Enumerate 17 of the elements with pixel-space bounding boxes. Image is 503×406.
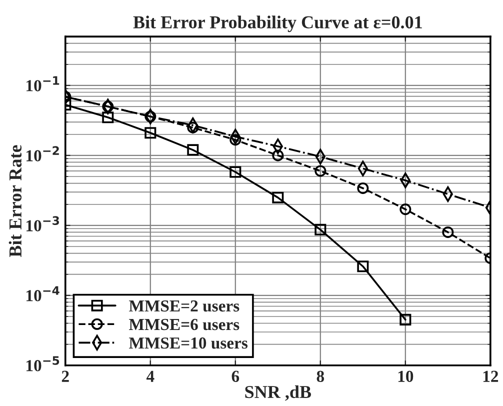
legend-label: MMSE=10 users bbox=[129, 337, 248, 349]
x-tick-label: 4 bbox=[146, 370, 154, 382]
x-axis-title: SNR ,dB bbox=[245, 385, 312, 401]
legend-label: MMSE=2 users bbox=[129, 300, 240, 312]
y-tick-label: 10$^{−5}$ bbox=[26, 356, 60, 372]
x-tick-label: 10 bbox=[398, 370, 414, 382]
y-tick-label: 10$^{−3}$ bbox=[26, 216, 59, 232]
x-tick-label: 12 bbox=[483, 370, 498, 382]
legend-label: MMSE=6 users bbox=[129, 318, 240, 330]
y-axis-title: Bit Error Rate bbox=[8, 145, 22, 258]
y-tick-label: 10$^{−4}$ bbox=[26, 286, 60, 302]
x-tick-label: 6 bbox=[232, 370, 240, 382]
x-tick-label: 8 bbox=[316, 370, 324, 382]
x-tick-label: 2 bbox=[62, 370, 69, 382]
y-tick-label: 10$^{−1}$ bbox=[26, 76, 60, 92]
chart-title: Bit Error Probability Curve at ε=0.01 bbox=[133, 16, 422, 32]
y-tick-label: 10$^{−2}$ bbox=[26, 146, 59, 162]
